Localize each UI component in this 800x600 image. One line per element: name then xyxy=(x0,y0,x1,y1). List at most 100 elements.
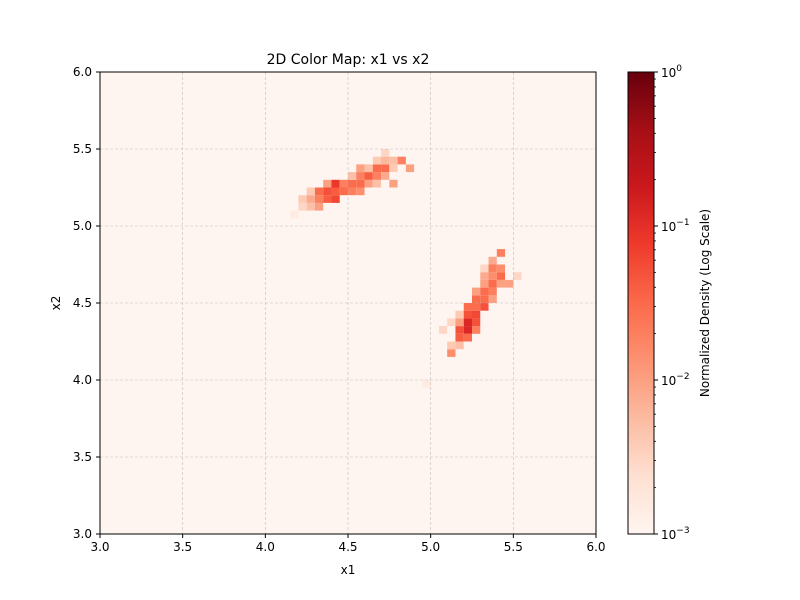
heatmap-cell xyxy=(488,287,497,296)
heatmap-cell xyxy=(463,333,472,342)
heatmap-cell xyxy=(314,195,324,203)
x-tick-label: 3.0 xyxy=(90,540,109,554)
heatmap-cell xyxy=(496,249,506,257)
heatmap-cell xyxy=(397,156,406,165)
heatmap-cell xyxy=(356,179,365,188)
heatmap-cell xyxy=(381,172,390,180)
heatmap-cell xyxy=(455,318,464,327)
heatmap-cell xyxy=(455,326,464,334)
colorbar-tick-label: 10−1 xyxy=(661,218,690,234)
heatmap-cell xyxy=(348,172,357,180)
heatmap-cell xyxy=(513,272,522,280)
heatmap-cell xyxy=(455,310,464,319)
heatmap-cell xyxy=(331,179,340,188)
y-tick-label: 4.0 xyxy=(73,373,92,387)
heatmap-cell xyxy=(447,341,456,350)
heatmap-cell xyxy=(472,287,481,296)
heatmap-cell xyxy=(372,164,382,173)
heatmap-cell xyxy=(438,326,448,334)
heatmap-cell xyxy=(472,310,481,319)
heatmap-cell xyxy=(356,164,365,173)
heatmap-cell xyxy=(480,295,489,303)
heatmap-cell xyxy=(472,318,481,327)
heatmap-cell xyxy=(331,187,340,196)
heatmap-cell xyxy=(348,179,357,188)
colorbar-tick-label: 100 xyxy=(661,64,682,80)
heatmap-cell xyxy=(372,179,382,188)
heatmap-cell xyxy=(339,179,348,188)
heatmap-cell xyxy=(389,164,398,173)
heatmap-cells xyxy=(290,149,522,388)
heatmap-cell xyxy=(480,279,489,288)
heatmap-cell xyxy=(339,187,348,196)
x-tick-label: 5.5 xyxy=(504,540,523,554)
heatmap-cell xyxy=(314,202,324,211)
heatmap-cell xyxy=(364,179,373,188)
heatmap-cell xyxy=(381,156,390,165)
heatmap-cell xyxy=(472,295,481,303)
heatmap-cell xyxy=(480,303,489,311)
chart-title: 2D Color Map: x1 vs x2 xyxy=(267,52,430,68)
heatmap-cell xyxy=(488,264,497,273)
heatmap-cell xyxy=(463,303,472,311)
heatmap-cell xyxy=(298,202,307,211)
heatmap-cell xyxy=(463,310,472,319)
x-tick-label: 4.5 xyxy=(338,540,357,554)
colorbar: 10−3 10−2 10−1 100 Normalized Density (Log … xyxy=(627,64,712,542)
heatmap-cell xyxy=(422,380,431,388)
heatmap-cell xyxy=(348,187,357,196)
heatmap-cell xyxy=(496,272,506,280)
heatmap-cell xyxy=(455,333,464,342)
heatmap-cell xyxy=(472,303,481,311)
heatmap-cell xyxy=(356,187,365,196)
heatmap-cell xyxy=(331,195,340,203)
heatmap-cell xyxy=(372,172,382,180)
y-tick-label: 5.0 xyxy=(73,219,92,233)
y-tick-label: 3.5 xyxy=(73,450,92,464)
colorbar-gradient xyxy=(627,71,655,535)
y-tick-label: 6.0 xyxy=(73,65,92,79)
y-tick-label: 5.5 xyxy=(73,142,92,156)
y-axis: 3.0 3.5 4.0 4.5 5.0 5.5 6.0 xyxy=(73,65,100,541)
colorbar-tick-label: 10−2 xyxy=(661,372,690,388)
x-tick-label: 6.0 xyxy=(586,540,605,554)
heatmap-cell xyxy=(488,295,497,303)
y-tick-label: 3.0 xyxy=(73,527,92,541)
heatmap-cell xyxy=(488,272,497,280)
heatmap-cell xyxy=(455,341,464,350)
heatmap-cell xyxy=(290,210,299,219)
y-axis-label: x2 xyxy=(49,296,63,311)
x-tick-label: 3.5 xyxy=(173,540,192,554)
heatmap-cell xyxy=(447,349,456,357)
heatmap-cell xyxy=(298,195,307,203)
plot-area xyxy=(99,71,597,535)
heatmap-cell xyxy=(447,318,456,327)
colorbar-label: Normalized Density (Log Scale) xyxy=(698,209,712,397)
heatmap-cell xyxy=(372,156,382,165)
heatmap-cell xyxy=(472,326,481,334)
heatmap-cell xyxy=(306,202,315,211)
heatmap-cell xyxy=(480,272,489,280)
heatmap-cell xyxy=(463,326,472,334)
heatmap-cell xyxy=(505,279,514,288)
heatmap-cell xyxy=(306,195,315,203)
x-tick-label: 5.0 xyxy=(421,540,440,554)
colorbar-ticks: 10−3 10−2 10−1 100 xyxy=(654,64,690,542)
heatmap-cell xyxy=(480,264,489,273)
y-tick-label: 4.5 xyxy=(73,296,92,310)
x-axis-label: x1 xyxy=(341,563,356,577)
heatmap-cell xyxy=(381,164,390,173)
heatmap-cell xyxy=(356,172,365,180)
heatmap-cell xyxy=(496,279,506,288)
heatmap-cell xyxy=(381,149,390,157)
heatmap-cell xyxy=(323,187,332,196)
heatmap-cell xyxy=(405,164,415,173)
heatmap-cell xyxy=(389,156,398,165)
colorbar-tick-label: 10−3 xyxy=(661,526,690,542)
x-tick-label: 4.0 xyxy=(256,540,275,554)
heatmap-cell xyxy=(314,187,324,196)
heatmap-cell xyxy=(364,164,373,173)
heatmap-cell xyxy=(389,179,398,188)
heatmap-cell xyxy=(364,172,373,180)
